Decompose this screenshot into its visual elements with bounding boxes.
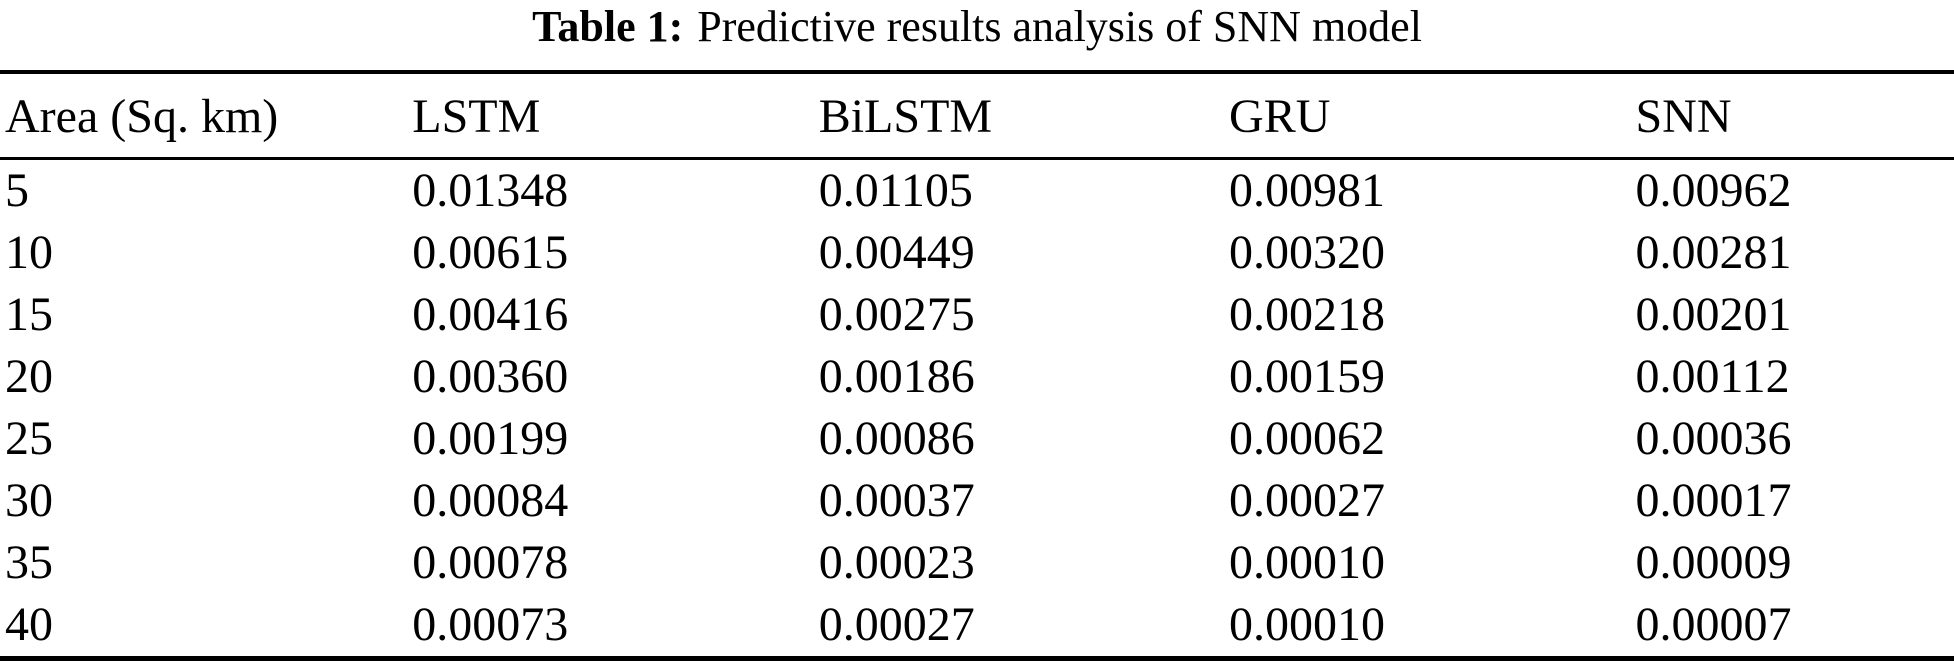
table-caption-label: Table 1: [532, 2, 684, 51]
area-cell: 40 [5, 598, 53, 651]
table-cell: 0.00086 [818, 412, 975, 465]
column-header-gru: GRU [1229, 72, 1636, 160]
table-cell: 0.01348 [412, 164, 569, 217]
column-header-bilstm: BiLSTM [818, 72, 1230, 160]
table-row: 10 0.00615 0.00449 0.00320 0.00281 [0, 222, 1954, 284]
table-cell: 0.00084 [412, 474, 569, 527]
column-header-snn: SNN [1635, 72, 1954, 160]
table-row: 40 0.00073 0.00027 0.00010 0.00007 [0, 594, 1954, 659]
table-cell: 0.00201 [1635, 288, 1792, 341]
table-cell: 0.00112 [1635, 350, 1790, 403]
table-cell: 0.00078 [412, 536, 569, 589]
results-table: Area (Sq. km) LSTM BiLSTM GRU SNN 5 0.01… [0, 70, 1954, 661]
table-row: 35 0.00078 0.00023 0.00010 0.00009 [0, 532, 1954, 594]
table-cell: 0.00416 [412, 288, 569, 341]
table-cell: 0.00010 [1229, 598, 1386, 651]
table-cell: 0.00449 [818, 226, 975, 279]
table-cell: 0.00010 [1229, 536, 1386, 589]
area-cell: 20 [5, 350, 53, 403]
area-cell: 30 [5, 474, 53, 527]
table-cell: 0.00615 [412, 226, 569, 279]
table-cell: 0.00036 [1635, 412, 1792, 465]
table-cell: 0.00320 [1229, 226, 1386, 279]
table-caption: Table 1: Predictive results analysis of S… [0, 2, 1954, 52]
table-cell: 0.00007 [1635, 598, 1792, 651]
table-cell: 0.00360 [412, 350, 569, 403]
table-cell: 0.01105 [818, 164, 973, 217]
table-cell: 0.00027 [818, 598, 975, 651]
table-cell: 0.00062 [1229, 412, 1386, 465]
table-cell: 0.00073 [412, 598, 569, 651]
area-cell: 15 [5, 288, 53, 341]
table-cell: 0.00962 [1635, 164, 1792, 217]
table-cell: 0.00981 [1229, 164, 1386, 217]
table-cell: 0.00186 [818, 350, 975, 403]
table-row: 30 0.00084 0.00037 0.00027 0.00017 [0, 470, 1954, 532]
table-caption-text: Predictive results analysis of SNN model [697, 2, 1422, 51]
table-header-row: Area (Sq. km) LSTM BiLSTM GRU SNN [0, 72, 1954, 160]
table-cell: 0.00023 [818, 536, 975, 589]
table-cell: 0.00281 [1635, 226, 1792, 279]
area-cell: 25 [5, 412, 53, 465]
table-cell: 0.00037 [818, 474, 975, 527]
table-cell: 0.00027 [1229, 474, 1386, 527]
table-row: 5 0.01348 0.01105 0.00981 0.00962 [0, 159, 1954, 223]
area-cell: 5 [5, 164, 29, 217]
table-cell: 0.00199 [412, 412, 569, 465]
column-header-lstm: LSTM [412, 72, 819, 160]
table-cell: 0.00017 [1635, 474, 1792, 527]
table-cell: 0.00275 [818, 288, 975, 341]
area-cell: 10 [5, 226, 53, 279]
column-header-area: Area (Sq. km) [0, 72, 413, 160]
area-cell: 35 [5, 536, 53, 589]
table-row: 15 0.00416 0.00275 0.00218 0.00201 [0, 284, 1954, 346]
table-cell: 0.00009 [1635, 536, 1792, 589]
table-cell: 0.00218 [1229, 288, 1386, 341]
table-row: 20 0.00360 0.00186 0.00159 0.00112 [0, 346, 1954, 408]
table-row: 25 0.00199 0.00086 0.00062 0.00036 [0, 408, 1954, 470]
table-cell: 0.00159 [1229, 350, 1386, 403]
